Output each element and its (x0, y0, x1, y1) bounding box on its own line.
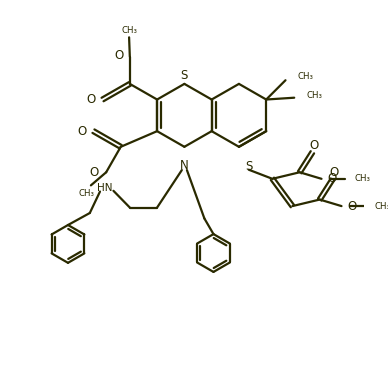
Text: CH₃: CH₃ (306, 91, 322, 100)
Text: S: S (245, 159, 253, 173)
Text: CH₃: CH₃ (355, 174, 371, 183)
Text: N: N (180, 159, 189, 172)
Text: CH₃: CH₃ (297, 73, 313, 81)
Text: HN: HN (97, 183, 113, 193)
Text: S: S (181, 69, 188, 82)
Text: O: O (328, 172, 337, 185)
Text: O: O (309, 139, 318, 152)
Text: CH₃: CH₃ (78, 189, 94, 198)
Text: CH₃: CH₃ (122, 26, 138, 35)
Text: O: O (77, 125, 86, 138)
Text: CH₃: CH₃ (375, 201, 388, 211)
Text: O: O (114, 49, 123, 62)
Text: O: O (89, 166, 98, 179)
Text: O: O (329, 166, 338, 179)
Text: O: O (348, 200, 357, 213)
Text: O: O (87, 93, 96, 106)
